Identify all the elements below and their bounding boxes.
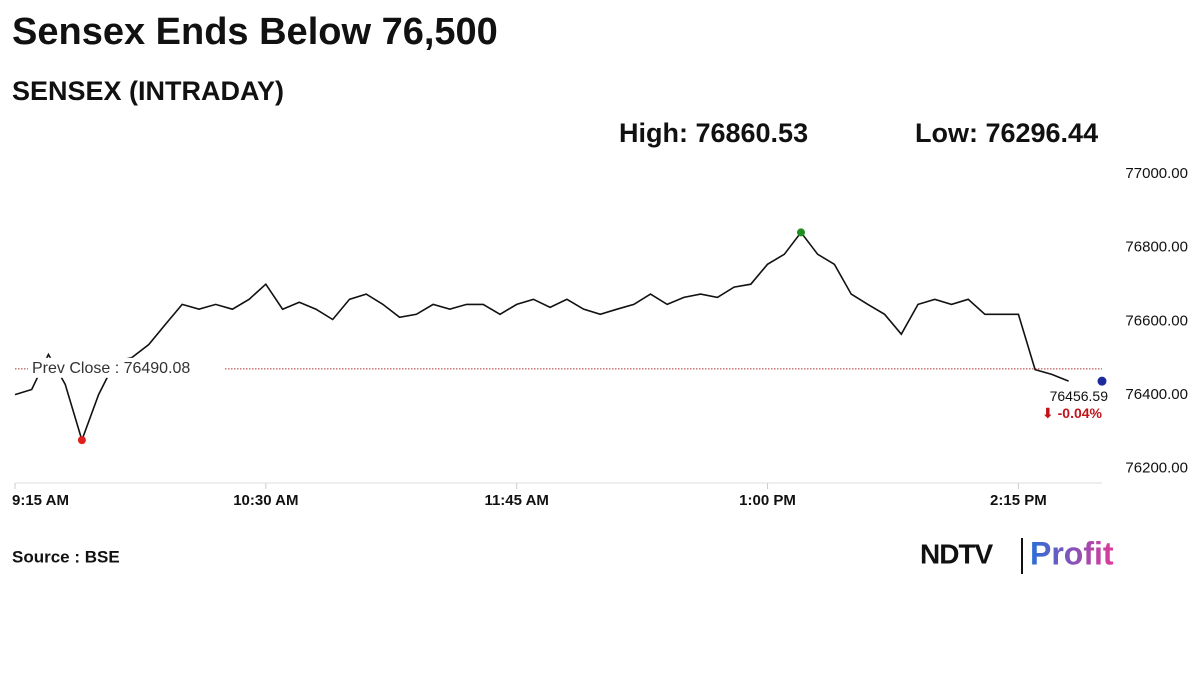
- logo-ndtv: NDTV: [920, 538, 994, 569]
- change-label: ⬇ -0.04%: [1042, 405, 1103, 421]
- prev-close-bg: [28, 357, 224, 378]
- last-value-label: 76456.59: [1050, 388, 1109, 404]
- price-line: [14, 231, 1069, 443]
- low-label: Low: 76296.44: [915, 118, 1098, 148]
- x-tick-label: 1:00 PM: [739, 492, 796, 509]
- y-tick-label: 76800.00: [1125, 239, 1188, 256]
- last-dot: [1097, 376, 1107, 386]
- high-label: High: 76860.53: [619, 118, 808, 148]
- y-tick-label: 76400.00: [1125, 386, 1188, 403]
- logo-profit: Profit: [1030, 535, 1114, 571]
- source: Source : BSE: [12, 547, 120, 566]
- x-tick-label: 9:15 AM: [12, 492, 69, 509]
- y-tick-label: 76200.00: [1125, 460, 1188, 477]
- y-tick-label: 77000.00: [1125, 165, 1188, 182]
- y-tick-label: 76600.00: [1125, 312, 1188, 329]
- x-tick-label: 11:45 AM: [484, 492, 548, 509]
- x-tick-label: 10:30 AM: [233, 492, 298, 509]
- chart-title: SENSEX (INTRADAY): [12, 76, 284, 106]
- high-dot: [796, 228, 805, 237]
- prev-close-label: Prev Close : 76490.08: [32, 360, 190, 377]
- headline: Sensex Ends Below 76,500: [12, 11, 498, 53]
- x-tick-label: 2:15 PM: [990, 492, 1047, 509]
- low-dot: [77, 436, 86, 445]
